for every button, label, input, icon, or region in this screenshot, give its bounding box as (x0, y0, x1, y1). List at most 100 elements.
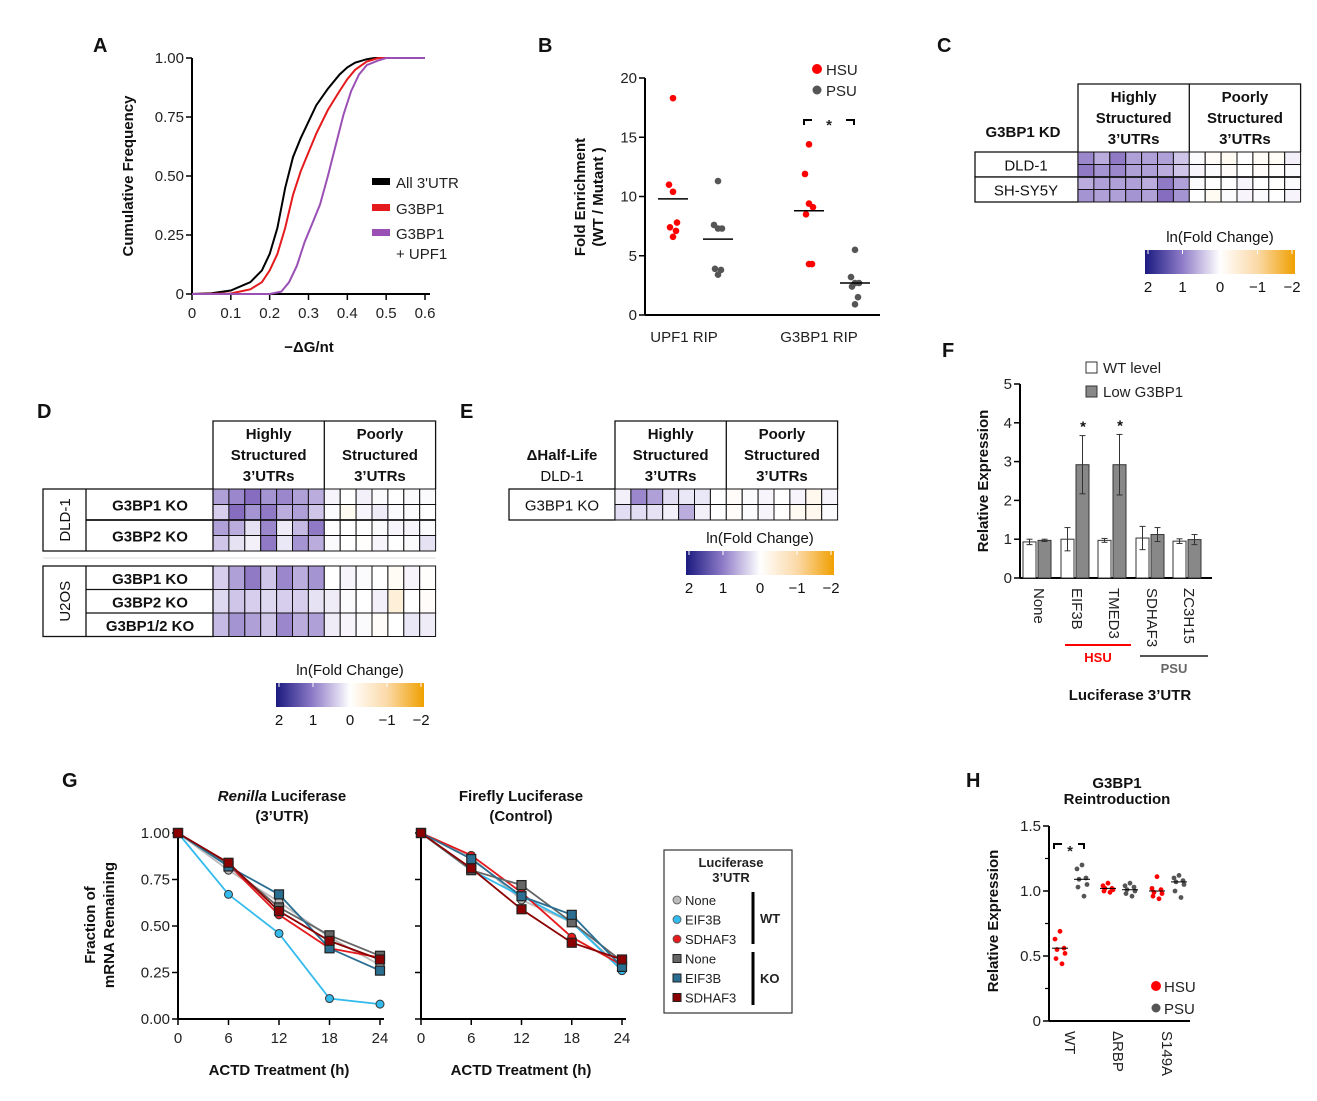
heatmap-cell (387, 589, 405, 614)
heatmap-cell (244, 504, 262, 521)
colorbar-tick-label: −1 (788, 580, 805, 597)
data-point-ko-eif3b (516, 891, 527, 902)
y-tick-label: 0 (176, 286, 184, 303)
heatmap-cell (292, 589, 309, 614)
column-group-highly-structured-line: Structured (231, 447, 307, 464)
heatmap-cell (276, 488, 294, 505)
legend-group-wt: WT (760, 911, 780, 926)
panel-label-g: G (62, 770, 78, 792)
heatmap-cell (307, 488, 325, 505)
heatmap-cell (1077, 189, 1095, 203)
heatmap-cell (339, 589, 357, 614)
y-tick-label: 0.5 (1020, 948, 1041, 965)
heatmap-cell (260, 612, 278, 637)
heatmap-cell (1284, 189, 1302, 203)
heatmap-cell (228, 589, 246, 614)
cell-line-label-u2os: U2OS (57, 581, 74, 622)
heatmap-cell (789, 504, 807, 521)
panel-b-ylabel-line1: Fold Enrichment (572, 138, 589, 256)
column-group-poorly-structured-line: 3’UTRs (1219, 131, 1271, 148)
legend-label-ko-eif3b: EIF3B (685, 971, 721, 986)
y-tick-label: 2 (1004, 492, 1012, 509)
legend-marker-hsu (812, 64, 822, 74)
heatmap-cell (1284, 176, 1302, 190)
heatmap-cell (355, 504, 373, 521)
heatmap-cell (1268, 189, 1286, 203)
data-point-psu (1176, 873, 1182, 878)
y-tick-label: 0.75 (155, 109, 184, 126)
heatmap-cell (1093, 189, 1111, 203)
heatmap-cell (662, 504, 680, 521)
heatmap-cell (387, 612, 405, 637)
colorbar-tick-label: 0 (756, 580, 764, 597)
heatmap-cell (1141, 189, 1158, 203)
heatmap-cell (678, 488, 695, 505)
heatmap-cell (355, 565, 373, 590)
legend-swatch-wt-level (1085, 361, 1098, 374)
heatmap-cell (419, 535, 437, 552)
data-point-ko-sdhaf3 (516, 904, 527, 915)
bar-wt-level (1097, 539, 1112, 579)
heatmap-cell (292, 519, 309, 536)
heatmap-cell (741, 504, 759, 521)
heatmap-cell (1188, 176, 1206, 190)
heatmap-corner-label-line2: DLD-1 (540, 468, 583, 485)
heatmap-cell (323, 519, 341, 536)
data-point-ko-sdhaf3 (273, 906, 285, 917)
data-point-psu (1122, 883, 1128, 889)
heatmap-corner-label: G3BP1 KD (985, 124, 1060, 141)
legend-label-g3bp1-upf1-line1: G3BP1 (396, 226, 444, 243)
data-point-ko-sdhaf3 (172, 827, 184, 839)
legend-swatch-g3bp1 (372, 204, 390, 211)
x-category-label-tmed3: TMED3 (1105, 588, 1122, 639)
panel-f-xlabel: Luciferase 3’UTR (1069, 687, 1192, 704)
data-point-hsu (805, 260, 813, 268)
row-label-dld1-g3bp2-ko: G3BP2 KO (112, 529, 188, 546)
data-point-hsu (1154, 874, 1160, 880)
data-point-psu (1171, 875, 1177, 881)
heatmap-cell (1284, 151, 1302, 165)
x-tick-label: 0 (188, 305, 196, 322)
heatmap-cell (307, 589, 325, 614)
heatmap-cell (212, 488, 230, 505)
x-tick-label: 0.6 (415, 305, 436, 322)
colorbar-tick-label: −2 (822, 580, 839, 597)
legend-marker-ko-sdhaf3 (672, 993, 682, 1002)
panel-g-left-title: Renilla Luciferase (218, 788, 346, 805)
x-tick-label: 0.2 (259, 305, 280, 322)
data-point-psu (718, 225, 726, 232)
data-point-wt-eif3b (375, 999, 385, 1009)
column-group-poorly-structured-line: Poorly (357, 426, 404, 443)
colorbar-label: ln(Fold Change) (296, 662, 404, 679)
data-point-hsu (802, 210, 810, 218)
data-point-psu (1127, 880, 1133, 886)
data-point-psu (851, 301, 859, 308)
heatmap-cell (403, 535, 421, 552)
heatmap-cell (371, 612, 389, 637)
heatmap-cell (403, 519, 421, 536)
heatmap-cell (1109, 176, 1127, 190)
heatmap-cell (403, 488, 421, 505)
panel-g-left-title-rest: Luciferase (267, 788, 346, 805)
legend-label-ko-none: None (685, 952, 716, 967)
legend-label-g3bp1-upf1-line2: + UPF1 (396, 246, 447, 263)
heatmap-cell (228, 565, 246, 590)
legend-group-ko: KO (760, 971, 780, 986)
significance-star: * (1117, 417, 1123, 434)
data-point-ko-eif3b (273, 889, 285, 900)
heatmap-cell (228, 535, 246, 552)
heatmap-cell (244, 612, 262, 637)
data-point-hsu (1105, 880, 1111, 886)
panel-label-c: C (937, 35, 951, 57)
heatmap-cell (630, 488, 648, 505)
heatmap-cell (1252, 189, 1270, 203)
x-tick-label: 18 (563, 1030, 580, 1047)
heatmap-cell (307, 519, 325, 536)
legend-label-wt-sdhaf3: SDHAF3 (685, 932, 736, 947)
heatmap-cell (212, 565, 230, 590)
heatmap-cell (403, 504, 421, 521)
legend-label-psu: PSU (1164, 1001, 1195, 1018)
legend-marker-wt-sdhaf3 (672, 934, 682, 944)
panel-d-heatmap: Highly Structured 3’UTRs Poorly Structured 3’… (42, 420, 437, 729)
y-tick-label: 1.5 (1020, 818, 1041, 835)
